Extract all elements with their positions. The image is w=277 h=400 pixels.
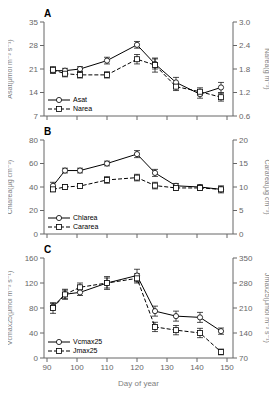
svg-text:130: 130	[160, 363, 174, 372]
svg-text:0: 0	[34, 354, 39, 363]
svg-text:Chlarea(μg cm⁻²): Chlarea(μg cm⁻²)	[8, 160, 14, 214]
svg-text:160: 160	[25, 254, 39, 263]
svg-text:21: 21	[29, 65, 38, 74]
svg-text:2.4: 2.4	[239, 41, 251, 50]
svg-text:210: 210	[239, 304, 253, 313]
svg-text:120: 120	[130, 363, 144, 372]
svg-text:1.2: 1.2	[239, 88, 251, 97]
svg-text:150: 150	[220, 363, 234, 372]
html-text:C: C	[44, 244, 52, 255]
svg-text:14: 14	[29, 88, 38, 97]
svg-text:Cararea(μg cm⁻²): Cararea(μg cm⁻²)	[263, 159, 269, 214]
svg-text:0: 0	[34, 230, 39, 239]
svg-text:40: 40	[29, 183, 38, 192]
svg-text:110: 110	[101, 363, 114, 372]
svg-text:140: 140	[190, 363, 204, 372]
svg-text:Jmax25(μmol m⁻² s⁻¹): Jmax25(μmol m⁻² s⁻¹)	[263, 273, 269, 343]
svg-text:10: 10	[239, 183, 248, 192]
svg-text:280: 280	[239, 279, 253, 288]
svg-text:0.6: 0.6	[239, 112, 251, 121]
svg-text:350: 350	[239, 254, 253, 263]
html-text:Chlarea: Chlarea	[73, 214, 98, 221]
svg-text:3.0: 3.0	[239, 18, 251, 27]
svg-text:40: 40	[29, 329, 38, 338]
svg-text:60: 60	[29, 159, 38, 168]
html-text:Vcmax25: Vcmax25	[73, 338, 103, 345]
svg-text:20: 20	[29, 206, 38, 215]
html-text:Cararea: Cararea	[73, 223, 99, 230]
svg-text:120: 120	[25, 279, 39, 288]
svg-text:80: 80	[29, 304, 38, 313]
svg-text:35: 35	[29, 18, 38, 27]
html-text:Jmax25: Jmax25	[73, 347, 98, 354]
svg-text:7: 7	[34, 112, 39, 121]
svg-text:70: 70	[239, 354, 248, 363]
svg-text:90: 90	[43, 363, 52, 372]
svg-text:100: 100	[70, 363, 84, 372]
svg-text:5: 5	[239, 206, 244, 215]
svg-text:15: 15	[239, 159, 248, 168]
svg-text:Narea(g m⁻²): Narea(g m⁻²)	[263, 48, 269, 89]
svg-text:Vcmax25(μmol m⁻² s⁻¹): Vcmax25(μmol m⁻² s⁻¹)	[8, 271, 14, 345]
html-text:Asat: Asat	[73, 96, 87, 103]
svg-text:140: 140	[239, 329, 253, 338]
html-text:Narea: Narea	[73, 105, 93, 112]
svg-text:Asat(μmol m⁻² s⁻¹): Asat(μmol m⁻² s⁻¹)	[8, 39, 14, 98]
svg-text:20: 20	[239, 136, 248, 145]
html-text:B: B	[44, 126, 52, 137]
html-text:A: A	[44, 8, 52, 19]
svg-text:28: 28	[29, 41, 38, 50]
svg-text:1.8: 1.8	[239, 65, 251, 74]
svg-text:80: 80	[29, 136, 38, 145]
svg-text:Day of year: Day of year	[118, 379, 159, 388]
svg-text:0: 0	[239, 230, 244, 239]
